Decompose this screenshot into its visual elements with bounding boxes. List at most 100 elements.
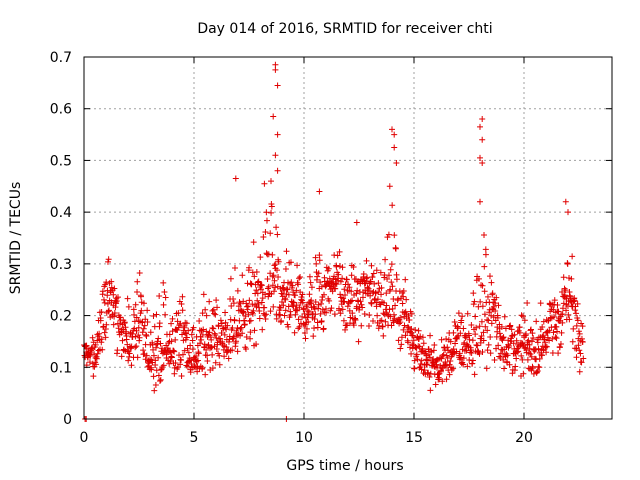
data-point [398,334,405,341]
data-point [203,312,210,319]
data-point [273,267,280,274]
data-point [157,366,164,373]
data-point [400,293,407,300]
data-point [342,326,349,333]
data-point [487,350,494,357]
data-point [538,351,545,358]
data-point [350,322,357,329]
data-point [271,262,278,269]
data-point [197,340,204,347]
data-point [119,337,126,344]
data-point [518,352,525,359]
data-point [233,338,240,345]
data-point [383,302,390,309]
data-point [409,345,416,352]
data-point [148,366,155,373]
data-point [153,311,160,318]
data-point [348,288,355,295]
data-point [389,202,396,209]
data-point [196,317,203,324]
data-point [387,286,394,293]
data-point [246,264,253,271]
data-point [481,263,488,270]
data-point [410,332,417,339]
data-point [574,317,581,324]
data-point [382,256,389,263]
data-point [546,327,553,334]
data-point [454,324,461,331]
data-point [400,287,407,294]
data-point [334,252,341,259]
data-point [308,297,315,304]
data-point [125,303,132,310]
data-point [520,370,527,377]
data-point [391,131,398,138]
data-point [538,352,545,359]
data-point [101,299,108,306]
data-point [380,332,387,339]
data-point [293,287,300,294]
data-point [559,305,566,312]
data-point [363,257,370,264]
data-point [391,144,398,151]
data-point [134,288,141,295]
data-point [553,335,560,342]
data-point [208,336,215,343]
data-point [419,334,426,341]
data-point [345,281,352,288]
data-point [93,355,100,362]
data-point [98,309,105,316]
data-point [402,276,409,283]
data-point [490,314,497,321]
data-point [485,341,492,348]
data-point [168,320,175,327]
data-point [132,344,139,351]
data-point [443,376,450,383]
data-point [291,329,298,336]
data-point [480,337,487,344]
data-point [579,339,586,346]
data-point [456,350,463,357]
data-point [415,343,422,350]
data-point [400,326,407,333]
data-point [125,357,132,364]
data-point [292,292,299,299]
data-point [560,300,567,307]
data-point [256,315,263,322]
data-point [250,239,257,246]
data-point [397,314,404,321]
data-point [237,325,244,332]
data-point [200,291,207,298]
data-point [299,299,306,306]
data-point [296,323,303,330]
data-point [162,311,169,318]
data-point [270,272,277,279]
data-point [105,307,112,314]
data-point [265,283,272,290]
data-point [455,310,462,317]
data-point [232,175,239,182]
data-point [301,310,308,317]
data-point [554,328,561,335]
data-point [340,317,347,324]
data-point [349,297,356,304]
plot-frame [83,56,613,420]
data-point [103,279,110,286]
data-point [447,357,454,364]
data-point [410,337,417,344]
data-point [212,331,219,338]
data-point [155,354,162,361]
data-point [268,209,275,216]
data-point [311,325,318,332]
data-point [336,307,343,314]
data-point [183,334,190,341]
data-point [213,346,220,353]
data-point [175,309,182,316]
data-point [131,311,138,318]
data-point [337,278,344,285]
y-tick-label: 0.4 [50,205,72,221]
data-point [451,319,458,326]
data-point [328,305,335,312]
data-point [495,302,502,309]
data-point [273,224,280,231]
